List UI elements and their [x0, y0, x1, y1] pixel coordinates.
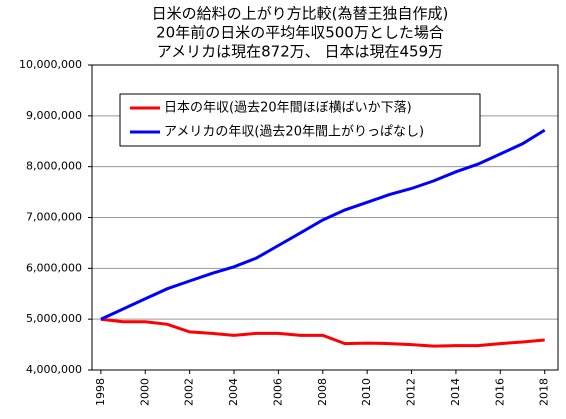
y-tick-label: 9,000,000	[26, 109, 82, 122]
x-tick-label: 2018	[538, 378, 551, 406]
line	[100, 317, 545, 348]
y-tick-label: 7,000,000	[26, 211, 82, 224]
legend-box	[119, 93, 481, 147]
legend-label: 日本の年収(過去20年間ほぼ横ばいか下落)	[164, 101, 412, 116]
x-tick-label: 2002	[183, 378, 196, 406]
x-tick-label: 2006	[271, 378, 284, 406]
legend-label: アメリカの年収(過去20年間上がりっぱなし)	[164, 125, 424, 140]
chart-title: 20年前の日米の平均年収500万とした場合	[156, 24, 444, 42]
y-tick-label: 4,000,000	[26, 363, 82, 376]
x-tick-label: 2012	[405, 378, 418, 406]
x-tick-label: 2014	[449, 378, 462, 406]
x-tick-label: 2000	[138, 378, 151, 406]
y-tick-label: 8,000,000	[26, 160, 82, 173]
x-tick-label: 1998	[94, 378, 107, 406]
x-tick-label: 2016	[493, 378, 506, 406]
y-tick-label: 10,000,000	[19, 58, 82, 71]
chart-title: 日米の給料の上がり方比較(為替王独自作成)	[152, 5, 449, 23]
line	[100, 128, 546, 321]
plot-border	[91, 64, 559, 371]
x-tick-label: 2010	[360, 378, 373, 406]
y-tick-label: 5,000,000	[26, 312, 82, 325]
x-tick-label: 2008	[316, 378, 329, 406]
chart-title: アメリカは現在872万、 日本は現在459万	[157, 43, 443, 61]
x-tick-label: 2004	[227, 378, 240, 406]
y-tick-label: 6,000,000	[26, 261, 82, 274]
